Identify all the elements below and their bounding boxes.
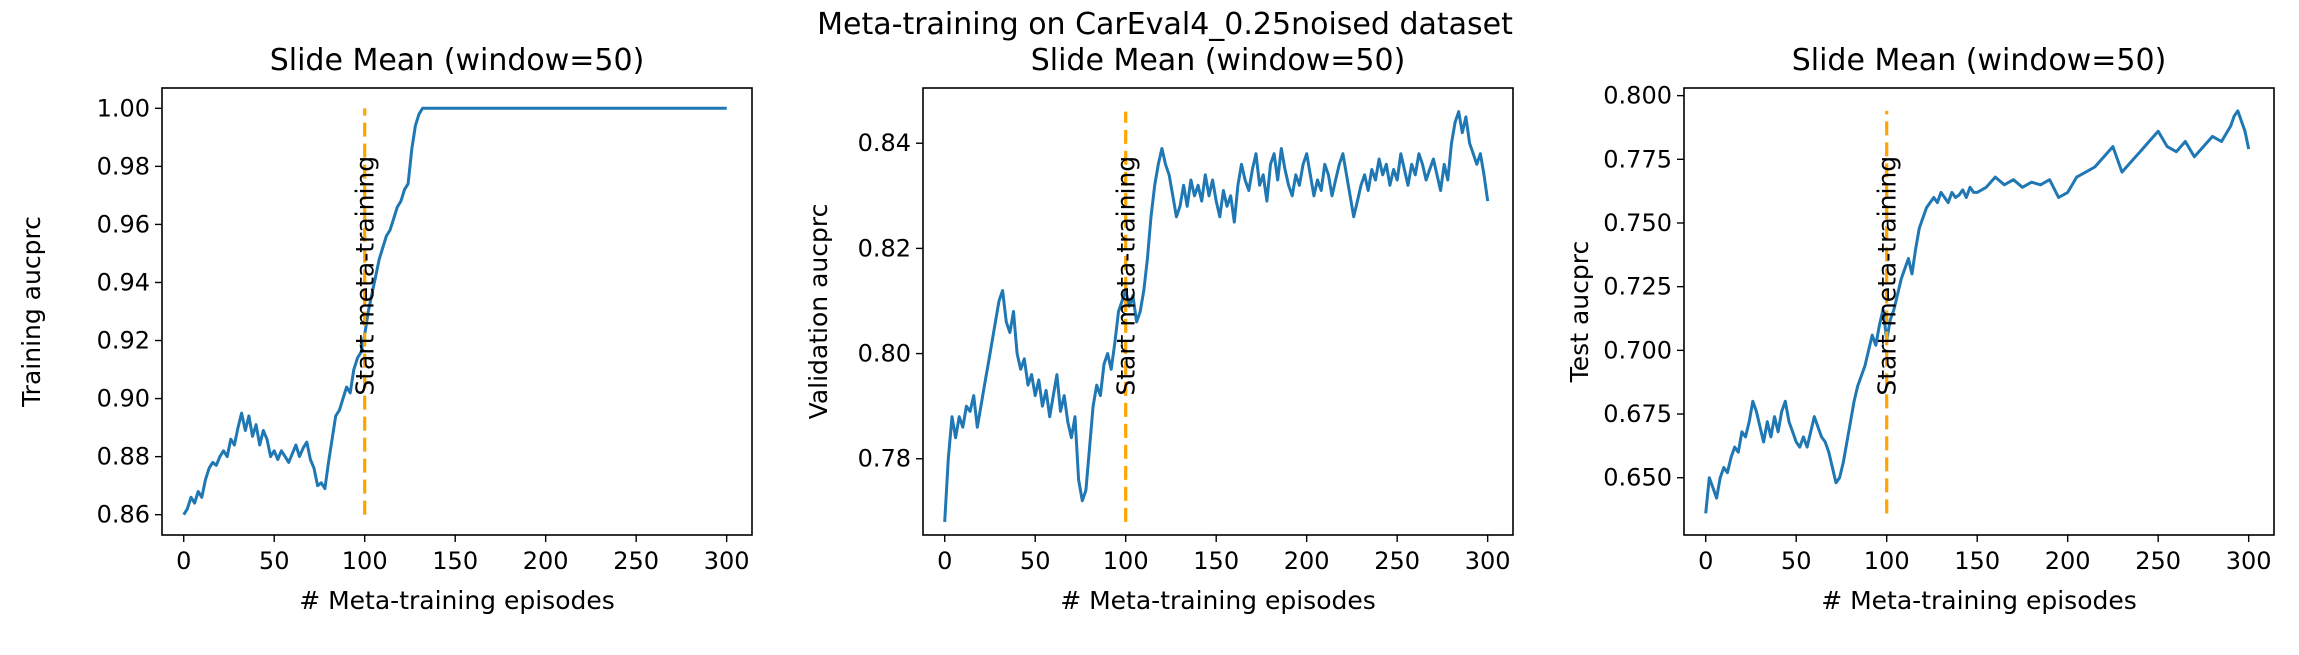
- x-tick-label: 100: [1103, 547, 1149, 575]
- x-tick-label: 300: [1465, 547, 1511, 575]
- y-tick-label: 0.775: [1603, 145, 1672, 173]
- y-tick-label: 0.750: [1603, 209, 1672, 237]
- subplot-group: Slide Mean (window=50) 0 50 100 150 200 250 300…: [17, 43, 2275, 615]
- start-marker-label: Start meta-training: [351, 156, 380, 396]
- axes-frame: [1683, 87, 2275, 536]
- subplot-2: Slide Mean (window=50) 0 50 100 150 200 250 300…: [804, 43, 1514, 615]
- x-tick-label: 150: [1954, 547, 2000, 575]
- x-tick-label: 200: [2045, 547, 2091, 575]
- y-tick-label: 0.84: [858, 129, 911, 157]
- series-line: [1704, 109, 2251, 514]
- chart-title: Slide Mean (window=50): [1792, 43, 2167, 78]
- y-axis-label: Test aucprc: [1565, 241, 1594, 383]
- series-line: [943, 110, 1490, 522]
- x-tick-label: 150: [432, 547, 478, 575]
- x-tick-label: 0: [937, 547, 952, 575]
- x-tick-label: 50: [1781, 547, 1812, 575]
- x-axis-label: # Meta-training episodes: [1060, 586, 1376, 615]
- figure-suptitle: Meta-training on CarEval4_0.25noised dat…: [817, 7, 1513, 42]
- y-tick-label: 0.675: [1603, 400, 1672, 428]
- x-tick-label: 100: [1864, 547, 1910, 575]
- series-line: [182, 106, 727, 516]
- x-tick-label: 100: [342, 547, 388, 575]
- axes-frame: [161, 87, 753, 536]
- y-tick-label: 0.86: [97, 501, 150, 529]
- x-tick-label: 300: [704, 547, 750, 575]
- subplot-3: Slide Mean (window=50) 0 50 100 150 200 250 300…: [1565, 43, 2275, 615]
- y-tick-label: 0.94: [97, 268, 150, 296]
- x-tick-label: 0: [176, 547, 191, 575]
- axes-frame: [922, 87, 1514, 536]
- y-tick-label: 1.00: [97, 94, 150, 122]
- y-tick-label: 0.90: [97, 385, 150, 413]
- y-tick-label: 0.98: [97, 152, 150, 180]
- y-tick-label: 0.92: [97, 327, 150, 355]
- y-tick-label: 0.725: [1603, 273, 1672, 301]
- chart-title: Slide Mean (window=50): [1031, 43, 1406, 78]
- x-tick-label: 300: [2226, 547, 2272, 575]
- y-tick-label: 0.82: [858, 234, 911, 262]
- y-tick-label: 0.800: [1603, 82, 1672, 110]
- start-marker-label: Start meta-training: [1873, 156, 1902, 396]
- y-tick-label: 0.88: [97, 443, 150, 471]
- x-tick-label: 200: [523, 547, 569, 575]
- x-tick-label: 250: [2135, 547, 2181, 575]
- y-tick-label: 0.650: [1603, 464, 1672, 492]
- x-tick-label: 250: [613, 547, 659, 575]
- y-axis-label: Training aucprc: [17, 216, 46, 408]
- x-tick-label: 50: [1020, 547, 1051, 575]
- y-tick-label: 0.96: [97, 210, 150, 238]
- y-tick-label: 0.78: [858, 445, 911, 473]
- x-tick-label: 50: [259, 547, 290, 575]
- x-axis-label: # Meta-training episodes: [1821, 586, 2137, 615]
- y-tick-label: 0.80: [858, 340, 911, 368]
- y-axis-label: Validation aucprc: [804, 204, 833, 420]
- x-axis-label: # Meta-training episodes: [299, 586, 615, 615]
- start-marker-label: Start meta-training: [1112, 156, 1141, 396]
- subplot-1: Slide Mean (window=50) 0 50 100 150 200 250 300…: [17, 43, 753, 615]
- chart-title: Slide Mean (window=50): [270, 43, 645, 78]
- x-tick-label: 200: [1284, 547, 1330, 575]
- x-tick-label: 0: [1698, 547, 1713, 575]
- y-tick-label: 0.700: [1603, 336, 1672, 364]
- x-tick-label: 150: [1193, 547, 1239, 575]
- x-tick-label: 250: [1374, 547, 1420, 575]
